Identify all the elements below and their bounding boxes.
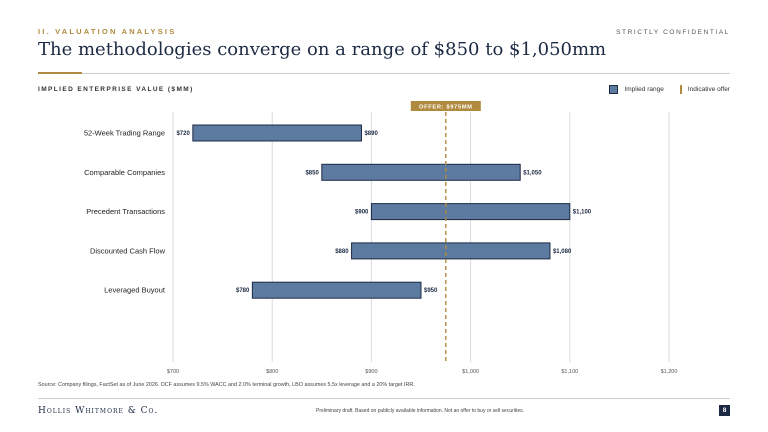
low-value-label: $900 bbox=[355, 210, 369, 216]
legend-range-swatch bbox=[609, 85, 619, 94]
range-bar bbox=[321, 163, 521, 181]
range-bar bbox=[192, 124, 362, 142]
legend-offer-swatch bbox=[679, 85, 682, 94]
legend-range-label: Implied range bbox=[624, 86, 664, 93]
range-bar bbox=[251, 281, 422, 299]
title-accent-rule bbox=[38, 72, 82, 74]
range-bar bbox=[351, 242, 551, 260]
section-label: II. VALUATION ANALYSIS bbox=[38, 27, 177, 36]
high-value-label: $1,100 bbox=[573, 210, 592, 216]
x-tick-label: $1,000 bbox=[462, 369, 479, 375]
x-tick-label: $800 bbox=[266, 369, 278, 375]
offer-tag bbox=[410, 101, 481, 111]
low-value-label: $780 bbox=[236, 288, 250, 294]
title-rule bbox=[82, 72, 730, 74]
high-value-label: $950 bbox=[424, 288, 438, 294]
x-tick-label: $1,100 bbox=[561, 369, 578, 375]
footer-rule bbox=[38, 398, 730, 399]
offer-tag-label: OFFER: $975MM bbox=[419, 104, 473, 110]
high-value-label: $1,050 bbox=[523, 170, 542, 176]
chart-axis-title: IMPLIED ENTERPRISE VALUE ($MM) bbox=[38, 86, 194, 93]
high-value-label: $890 bbox=[364, 131, 378, 137]
source-note: Source: Company filings, FactSet as of J… bbox=[38, 382, 415, 388]
firm-name: Hollis Whitmore & Co. bbox=[38, 406, 159, 416]
confidential-label: STRICTLY CONFIDENTIAL bbox=[616, 29, 730, 36]
category-label: Discounted Cash Flow bbox=[90, 246, 166, 255]
category-label: Leveraged Buyout bbox=[104, 286, 166, 295]
page-title: The methodologies converge on a range of… bbox=[38, 39, 607, 60]
x-tick-label: $1,200 bbox=[661, 369, 678, 375]
category-label: Comparable Companies bbox=[84, 168, 165, 177]
x-tick-label: $700 bbox=[167, 369, 179, 375]
legend-offer-label: Indicative offer bbox=[687, 86, 730, 93]
category-label: 52-Week Trading Range bbox=[84, 129, 165, 138]
range-bar bbox=[370, 203, 571, 221]
category-label: Precedent Transactions bbox=[86, 207, 165, 216]
chart-legend: Implied range Indicative offer bbox=[609, 85, 730, 94]
disclaimer: Preliminary draft. Based on publicly ava… bbox=[316, 408, 525, 414]
page-number: 8 bbox=[719, 405, 730, 416]
low-value-label: $850 bbox=[305, 170, 319, 176]
low-value-label: $880 bbox=[335, 249, 349, 255]
x-tick-label: $900 bbox=[365, 369, 377, 375]
low-value-label: $720 bbox=[176, 131, 190, 137]
high-value-label: $1,080 bbox=[553, 249, 572, 255]
